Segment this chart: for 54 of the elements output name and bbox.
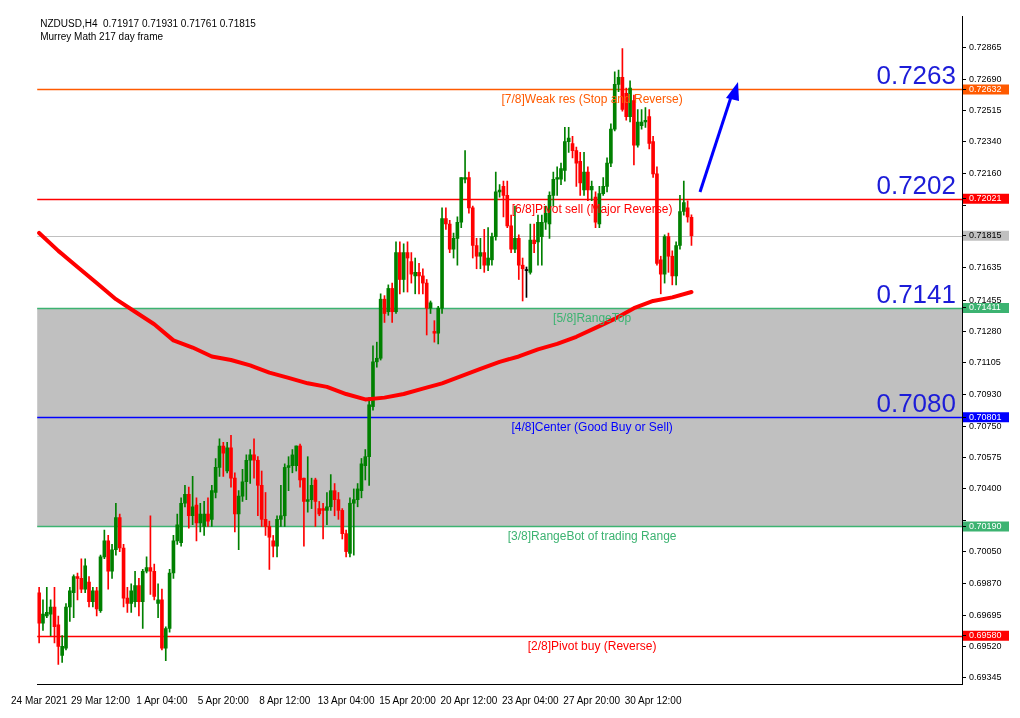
y-tick-label: 0.72515 [969,104,1002,115]
ref-line-label: [3/8]RangeBot of trading Range [507,529,677,544]
annotation: 0.7263 [876,60,956,91]
y-tick-label: 0.71280 [969,325,1002,336]
x-tick-label: 13 Apr 04:00 [317,694,375,706]
chart-title: NZDUSD,H4 0.71917 0.71931 0.71761 0.71815 [40,18,257,30]
y-tick-label: 0.71455 [969,294,1002,305]
candlestick [589,180,594,202]
candlestick [206,497,210,527]
y-tick-label: 0.71411 [969,302,1001,313]
y-tick-label: 0.69520 [969,640,1002,651]
y-tick-label: 0.70400 [969,483,1002,494]
y-tick-label: 0.72160 [969,168,1002,179]
y-tick-label: 0.70930 [969,388,1002,399]
y-tick-label: 0.70750 [969,420,1002,431]
candlestick [321,502,325,540]
candlestick [532,223,536,253]
x-tick-label: 24 Mar 2021 [11,694,68,706]
x-tick-label: 1 Apr 04:00 [136,694,188,706]
y-tick-label: 0.72632 [969,83,1002,94]
y-tick-label: 0.71105 [969,357,1001,368]
y-tick-label: 0.71635 [969,262,1002,273]
candlestick [486,227,490,271]
x-tick-label: 5 Apr 20:00 [197,694,250,706]
candlestick [417,263,421,295]
y-tick-label: 0.69695 [969,609,1002,620]
y-tick-label: 0.70050 [969,546,1002,557]
y-tick-label: 0.72690 [969,73,1002,84]
y-tick-label: 0.72865 [969,42,1002,53]
x-tick-label: 8 Apr 12:00 [259,694,311,706]
ref-line-label: [7/8]Weak res (Stop and Reverse) [501,92,683,107]
y-tick-label: 0.72021 [969,193,1002,204]
candlestick [156,583,160,619]
annotation: 0.7202 [876,169,956,200]
y-tick-label: 0.71815 [969,230,1002,241]
ref-line-label: [2/8]Pivot buy (Reverse) [527,638,657,653]
annotation: 0.7141 [876,278,956,309]
x-tick-label: 30 Apr 12:00 [624,694,682,706]
y-tick-label: 0.69345 [969,672,1002,683]
ref-line-label: [4/8]Center (Good Buy or Sell) [511,420,673,435]
x-tick-label: 20 Apr 12:00 [440,694,498,706]
x-tick-label: 15 Apr 20:00 [379,694,437,706]
x-tick-label: 27 Apr 20:00 [563,694,621,706]
y-tick-label: 0.70190 [969,520,1002,531]
text: Murrey Math 217 day frame [40,31,164,43]
y-tick-label: 0.69870 [969,578,1002,589]
y-tick-label: 0.70801 [969,411,1002,422]
candlestick [305,456,310,513]
y-tick-label: 0.70575 [969,452,1002,463]
x-tick-label: 23 Apr 04:00 [501,694,560,706]
annotation: 0.7080 [876,388,956,419]
y-tick-label: 0.69580 [969,630,1002,641]
x-tick-label: 29 Mar 12:00 [71,694,131,706]
y-tick-label: 0.72340 [969,136,1002,147]
